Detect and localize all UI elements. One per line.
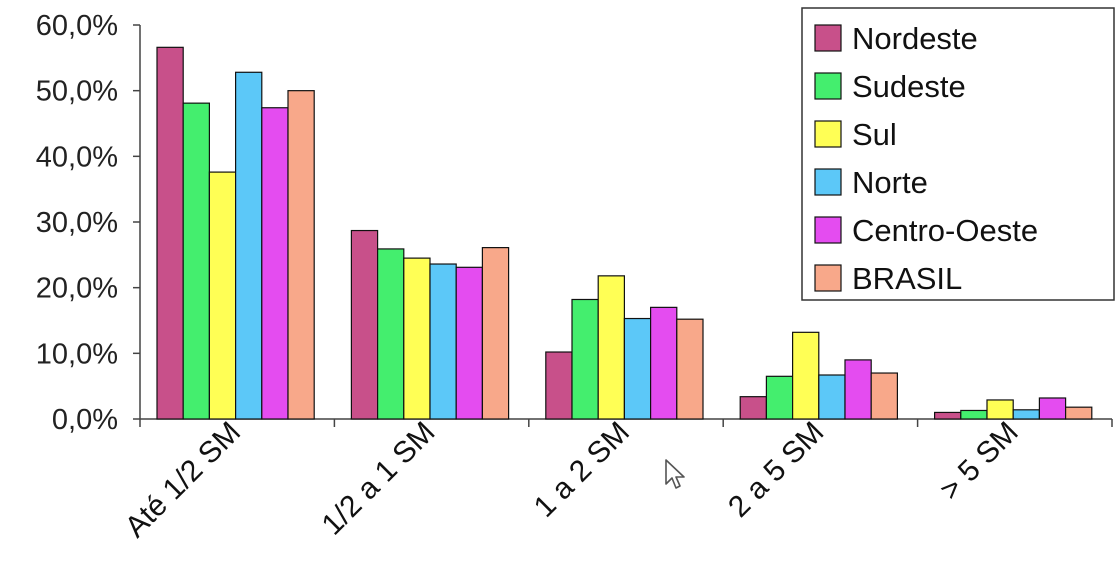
legend-swatch-nordeste <box>814 24 842 52</box>
bar-centro-oeste <box>455 266 484 420</box>
legend: Nordeste Sudeste Sul Norte Centro-Oeste BRASI… <box>801 7 1115 301</box>
legend-label-norte: Norte <box>852 165 928 200</box>
bar-sul <box>208 171 237 420</box>
x-category-label: 1/2 a 1 SM <box>316 416 442 542</box>
x-category-label: Até 1/2 SM <box>119 416 247 544</box>
bar-norte <box>1012 409 1041 420</box>
bar-norte <box>623 317 652 420</box>
legend-label-sul: Sul <box>852 117 897 152</box>
bar-brasil <box>287 90 315 420</box>
bar-norte <box>235 71 263 420</box>
bar-brasil <box>481 247 510 420</box>
y-tick-label: 30,0% <box>36 207 118 239</box>
x-axis: Até 1/2 SM 1/2 a 1 SM 1 a 2 SM 2 a 5 SM > 5 … <box>119 416 1113 544</box>
bar-brasil <box>1064 406 1093 420</box>
legend-swatch-sudeste <box>814 72 842 100</box>
mouse-pointer-icon <box>665 459 685 489</box>
legend-label-brasil: BRASIL <box>852 261 962 296</box>
bar-nordeste <box>545 351 573 420</box>
legend-swatch-sul <box>814 120 842 148</box>
legend-label-nordeste: Nordeste <box>852 21 978 56</box>
y-tick-label: 20,0% <box>36 273 118 305</box>
bar-sul <box>791 331 820 420</box>
bar-centro-oeste <box>844 359 872 420</box>
bar-nordeste <box>739 396 768 420</box>
legend-swatch-norte <box>814 168 842 196</box>
bar-sudeste <box>377 248 405 420</box>
y-tick-label: 50,0% <box>36 76 118 108</box>
legend-label-centro-oeste: Centro-Oeste <box>852 213 1038 248</box>
bar-sul <box>597 275 626 420</box>
bar-norte <box>429 263 457 420</box>
legend-label-sudeste: Sudeste <box>852 69 966 104</box>
bar-norte <box>818 374 846 420</box>
bar-sul <box>986 399 1014 420</box>
y-tick-label: 40,0% <box>36 141 118 173</box>
bars-group <box>156 46 1093 420</box>
y-tick-label: 10,0% <box>36 338 118 370</box>
bar-centro-oeste <box>649 306 678 420</box>
bar-sudeste <box>571 298 599 420</box>
x-category-label: 2 a 5 SM <box>722 416 830 524</box>
bar-nordeste <box>156 46 184 420</box>
bar-sudeste <box>765 375 794 420</box>
bar-nordeste <box>350 229 379 420</box>
x-category-label: 1 a 2 SM <box>528 416 636 524</box>
y-axis: 0,0% 10,0% 20,0% 30,0% 40,0% 50,0% 60,0% <box>36 10 141 436</box>
bar-brasil <box>676 318 704 420</box>
legend-swatch-centro-oeste <box>814 216 842 244</box>
bar-brasil <box>870 372 899 420</box>
bar-nordeste <box>933 411 962 420</box>
bar-sudeste <box>182 102 210 420</box>
bar-centro-oeste <box>1038 397 1067 420</box>
bar-centro-oeste <box>261 107 289 420</box>
x-category-label: > 5 SM <box>934 416 1025 507</box>
legend-swatch-brasil <box>814 264 842 292</box>
y-tick-label: 60,0% <box>36 10 118 42</box>
bar-sul <box>403 257 431 420</box>
bar-sudeste <box>960 409 988 420</box>
legend-box <box>801 7 1115 301</box>
y-tick-label: 0,0% <box>52 404 118 436</box>
